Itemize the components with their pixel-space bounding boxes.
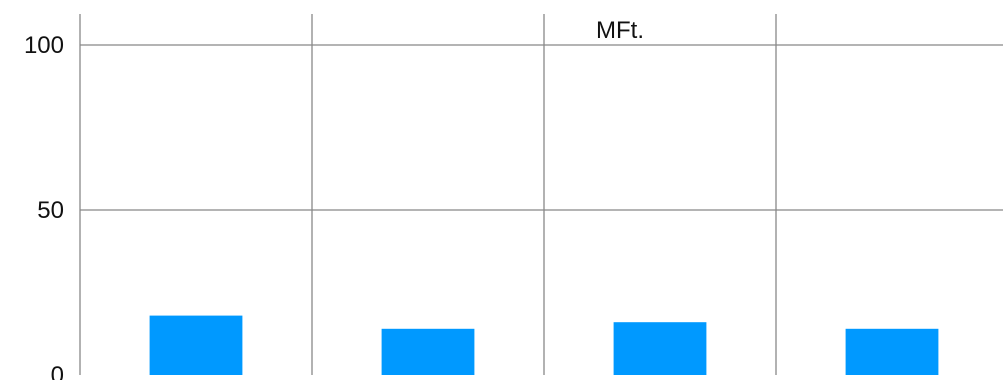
y-axis-tick-labels: 0 50 100 xyxy=(24,32,64,380)
bars xyxy=(149,315,939,375)
bar-2 xyxy=(381,328,475,375)
y-tick-label-100: 100 xyxy=(24,32,64,59)
chart-title: MFt. xyxy=(596,17,644,44)
y-tick-label-50: 50 xyxy=(37,197,64,224)
y-tick-label-0: 0 xyxy=(51,362,64,380)
grid-lines xyxy=(79,14,1003,375)
bar-1 xyxy=(149,315,243,375)
bar-4 xyxy=(845,328,939,375)
bar-3 xyxy=(613,322,707,375)
